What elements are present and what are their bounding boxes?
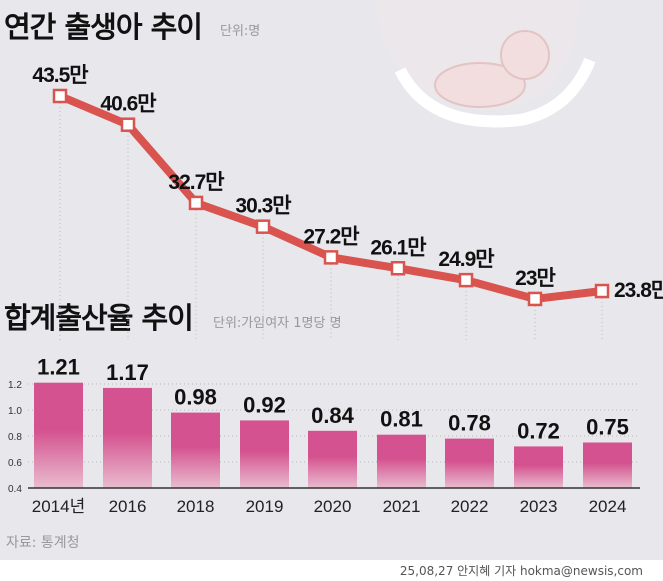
x-tick-label: 2020 xyxy=(314,497,352,516)
y-tick-label: 1.0 xyxy=(8,406,22,417)
bar xyxy=(171,412,220,488)
data-label: 30.3만 xyxy=(235,195,291,218)
bar-value-label: 0.98 xyxy=(174,385,217,410)
bar-value-label: 1.17 xyxy=(106,360,149,385)
x-tick-label: 2021 xyxy=(383,497,421,516)
x-tick-label: 2014년 xyxy=(32,497,85,516)
bar-value-label: 1.21 xyxy=(37,355,80,380)
data-point xyxy=(255,219,271,234)
data-point xyxy=(527,291,543,307)
data-label: 23만 xyxy=(515,267,555,290)
bar xyxy=(583,442,632,488)
line-chart-title: 연간 출생아 추이 xyxy=(4,10,203,44)
data-point xyxy=(458,272,474,288)
data-point xyxy=(594,283,610,299)
bar-value-label: 0.84 xyxy=(311,403,355,428)
x-tick-label: 2019 xyxy=(246,497,284,516)
bar-chart-unit: 단위:가임여자 1명당 명 xyxy=(213,316,342,331)
bar xyxy=(308,430,357,488)
data-label: 26.1만 xyxy=(370,236,426,259)
bar-value-label: 0.92 xyxy=(243,392,286,417)
y-tick-label: 0.6 xyxy=(8,458,22,469)
data-label: 40.6만 xyxy=(100,93,156,116)
data-label: 24.9만 xyxy=(438,248,494,271)
data-label: 23.8만 xyxy=(614,279,663,302)
bar-chart-title: 합계출산율 추이 xyxy=(4,301,194,335)
x-tick-label: 2024 xyxy=(589,497,627,516)
data-point xyxy=(390,261,406,276)
data-point xyxy=(120,117,136,132)
y-tick-label: 1.2 xyxy=(8,380,22,391)
x-tick-label: 2016 xyxy=(109,497,147,516)
data-point xyxy=(188,195,204,211)
bar-value-label: 0.81 xyxy=(380,407,423,432)
bar xyxy=(445,438,494,488)
bar xyxy=(377,434,426,488)
bar-value-label: 0.78 xyxy=(448,411,491,436)
data-label: 27.2만 xyxy=(303,225,359,248)
bar xyxy=(103,387,152,488)
line-chart-unit: 단위:명 xyxy=(220,24,261,39)
x-tick-label: 2022 xyxy=(451,497,489,516)
bar xyxy=(514,446,563,488)
credit: 25,08,27 안지혜 기자 hokma@newsis,com xyxy=(399,564,643,578)
data-label: 32.7만 xyxy=(168,171,224,194)
source-note: 자료: 통계청 xyxy=(6,535,80,551)
y-tick-label: 0.4 xyxy=(8,484,22,495)
bar xyxy=(34,382,83,488)
data-point xyxy=(52,88,68,104)
data-point xyxy=(323,250,339,265)
bar-value-label: 0.72 xyxy=(517,418,560,443)
bar xyxy=(240,420,289,488)
x-tick-label: 2023 xyxy=(520,497,558,516)
y-tick-label: 0.8 xyxy=(8,432,22,443)
data-label: 43.5만 xyxy=(32,64,88,87)
bar-value-label: 0.75 xyxy=(586,415,629,440)
x-tick-label: 2018 xyxy=(177,497,215,516)
